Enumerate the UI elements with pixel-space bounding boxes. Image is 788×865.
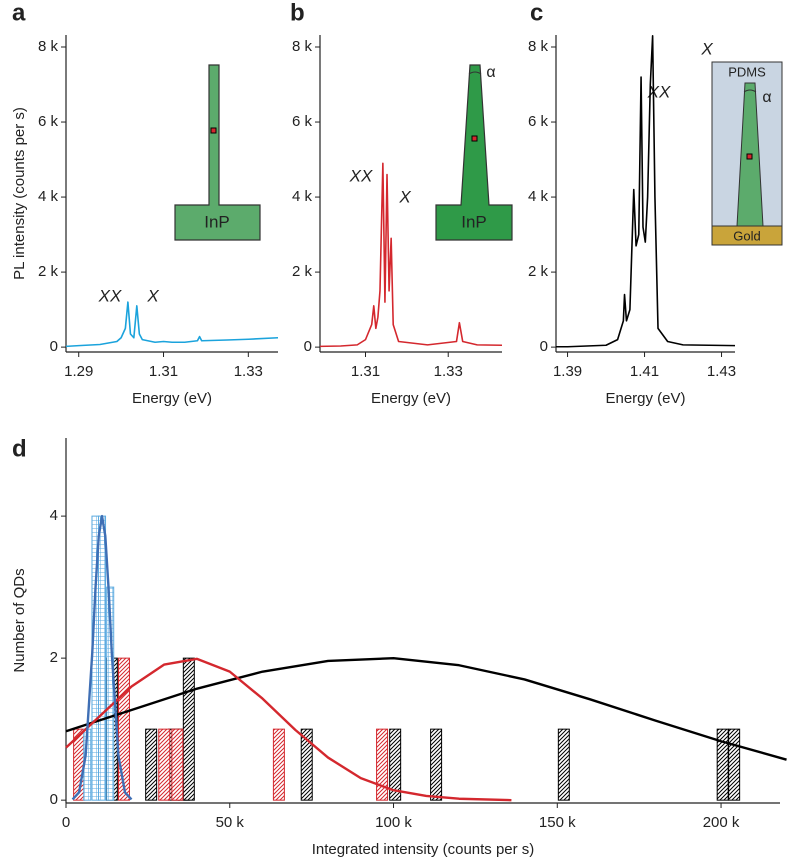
- histogram-bar: [557, 728, 570, 801]
- annotation: α: [762, 89, 771, 106]
- quantum-dot: [746, 153, 753, 160]
- data-line: [65, 301, 279, 348]
- annotation: InP: [461, 212, 487, 231]
- taper-angle: [743, 89, 757, 93]
- inset-b: [435, 64, 513, 241]
- x-tick-label: 150 k: [539, 814, 576, 831]
- y-tick-label: 0: [540, 338, 548, 355]
- quantum-dot: [210, 127, 217, 134]
- y-tick-label: 4: [50, 507, 58, 524]
- x-tick-label: 0: [62, 814, 70, 831]
- panel-label: c: [530, 0, 543, 26]
- annotation: Gold: [733, 228, 760, 243]
- histogram-bar: [182, 657, 195, 801]
- histogram-bar: [117, 657, 130, 801]
- y-tick-label: 6 k: [528, 113, 549, 130]
- y-tick-label: 4 k: [292, 188, 313, 205]
- y-tick-label: 6 k: [38, 113, 59, 130]
- histogram-bar: [98, 515, 107, 801]
- inset-c: [711, 61, 783, 246]
- y-tick-label: 2 k: [528, 263, 549, 280]
- data-line: [319, 162, 503, 348]
- taper-angle: [468, 71, 482, 75]
- panel-label: b: [290, 0, 305, 26]
- x-tick-label: 1.43: [707, 363, 736, 380]
- y-tick-label: 2: [50, 649, 58, 666]
- data-line: [556, 34, 736, 348]
- inset-a: [174, 64, 261, 241]
- x-tick-label: 1.31: [149, 363, 178, 380]
- y-tick-label: 2 k: [292, 263, 313, 280]
- histogram-bar: [171, 728, 184, 801]
- annotation: XX: [349, 166, 373, 185]
- data-line: [65, 656, 787, 761]
- y-tick-label: 8 k: [292, 38, 313, 55]
- y-tick-label: 8 k: [528, 38, 549, 55]
- annotation: XX: [98, 286, 122, 305]
- y-tick-label: 4 k: [38, 188, 59, 205]
- data-line: [71, 514, 133, 801]
- y-tick-label: 8 k: [38, 38, 59, 55]
- x-tick-label: 1.29: [64, 363, 93, 380]
- annotation: X: [146, 286, 159, 305]
- x-axis-label: Integrated intensity (counts per s): [312, 841, 535, 858]
- annotation: PDMS: [728, 64, 766, 79]
- x-tick-label: 100 k: [375, 814, 412, 831]
- y-tick-label: 4 k: [528, 188, 549, 205]
- panel-label: a: [12, 0, 26, 26]
- histogram-bar: [272, 728, 285, 801]
- y-axis-label: PL intensity (counts per s): [11, 107, 28, 280]
- annotation: X: [700, 39, 713, 58]
- x-tick-label: 1.41: [630, 363, 659, 380]
- annotation: X: [398, 187, 411, 206]
- panel-label: d: [12, 435, 27, 462]
- x-tick-label: 50 k: [216, 814, 245, 831]
- annotation: InP: [204, 212, 230, 231]
- x-tick-label: 1.33: [434, 363, 463, 380]
- y-tick-label: 0: [50, 338, 58, 355]
- nanowire: [174, 64, 261, 241]
- tapered-nanowire: [435, 64, 513, 241]
- data-line: [65, 657, 512, 802]
- histogram-bar: [389, 728, 402, 801]
- histogram-bar: [300, 728, 313, 801]
- x-axis-label: Energy (eV): [371, 390, 451, 407]
- x-tick-label: 200 k: [703, 814, 740, 831]
- y-axis-label: Number of QDs: [11, 568, 28, 672]
- histogram-bar: [145, 728, 158, 801]
- y-tick-label: 0: [304, 338, 312, 355]
- x-axis-label: Energy (eV): [132, 390, 212, 407]
- x-tick-label: 1.33: [234, 363, 263, 380]
- x-tick-label: 1.31: [351, 363, 380, 380]
- quantum-dot: [471, 135, 478, 142]
- histogram-bar: [430, 728, 443, 801]
- annotation: α: [486, 64, 495, 81]
- x-tick-label: 1.39: [553, 363, 582, 380]
- histogram-bar: [376, 728, 389, 801]
- histogram-bar: [158, 728, 171, 801]
- y-tick-label: 6 k: [292, 113, 313, 130]
- x-axis-label: Energy (eV): [605, 390, 685, 407]
- y-tick-label: 0: [50, 791, 58, 808]
- histogram-bar: [728, 728, 741, 801]
- y-tick-label: 2 k: [38, 263, 59, 280]
